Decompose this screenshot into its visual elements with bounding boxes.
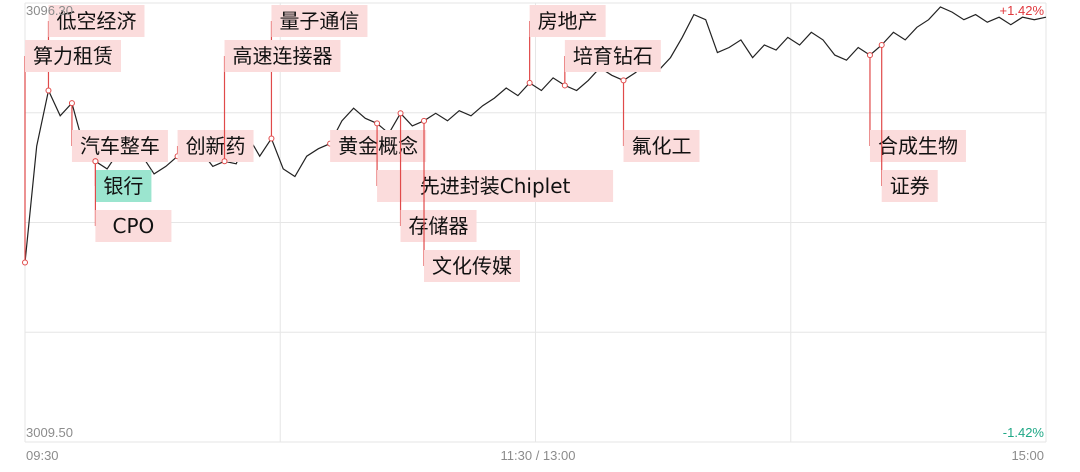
annotation-marker [92, 158, 99, 165]
annotation-tag[interactable] [424, 250, 521, 282]
annotation-label: 汽车整车 [80, 134, 160, 158]
annotation-marker [397, 110, 404, 117]
annotation-tag[interactable] [177, 130, 254, 162]
annotation-tag[interactable] [400, 210, 477, 242]
annotation-label: 算力租赁 [33, 44, 113, 68]
annotation-tag[interactable] [869, 130, 966, 162]
annotation-marker [45, 87, 52, 94]
annotation-tag[interactable] [48, 5, 145, 37]
annotation-label: 合成生物 [878, 134, 958, 158]
annotation-tag[interactable] [529, 5, 606, 37]
annotation-tag[interactable] [224, 40, 341, 72]
annotation-tag[interactable] [271, 5, 368, 37]
annotation-label: 高速连接器 [233, 44, 333, 68]
annotation-label: 氟化工 [632, 134, 692, 158]
annotation-marker [526, 79, 533, 86]
annotation-tag[interactable] [71, 130, 168, 162]
annotation-tag[interactable] [95, 170, 152, 202]
annotation-marker [878, 41, 885, 48]
annotation-label: CPO [113, 214, 155, 238]
annotation-marker [620, 77, 627, 84]
chart-grid [24, 2, 1047, 443]
annotation-label: 银行 [103, 174, 143, 198]
annotation-tag[interactable] [95, 210, 172, 242]
annotation-marker [268, 135, 275, 142]
annotation-marker [374, 120, 381, 127]
annotation-marker [221, 158, 228, 165]
pct-top-label: +1.42% [1000, 3, 1045, 18]
annotation-tag[interactable] [377, 170, 614, 202]
annotation-label: 黄金概念 [338, 134, 418, 158]
x-tick-label: 11:30 / 13:00 [501, 448, 576, 463]
y-bottom-label: 3009.50 [26, 425, 73, 440]
annotation-tag[interactable] [564, 40, 661, 72]
annotation-label: 先进封装Chiplet [420, 174, 571, 198]
annotation-label: 低空经济 [56, 9, 136, 33]
annotation-marker [561, 82, 568, 89]
annotation-marker [68, 100, 75, 107]
annotation-tag[interactable] [25, 40, 121, 72]
pct-bottom-label: -1.42% [1003, 425, 1045, 440]
x-tick-label: 15:00 [1011, 448, 1044, 463]
annotation-label: 证券 [890, 174, 930, 198]
annotation-label: 创新药 [186, 134, 246, 158]
annotation-marker [866, 52, 873, 59]
x-tick-label: 09:30 [26, 448, 59, 463]
annotation-tag[interactable] [623, 130, 700, 162]
y-top-label: 3096.30 [26, 3, 73, 18]
annotation-label: 存储器 [409, 214, 469, 238]
annotation-label: 量子通信 [279, 9, 359, 33]
annotation-label: 培育钻石 [573, 44, 653, 68]
annotation-label: 文化传媒 [432, 254, 512, 278]
annotation-tag[interactable] [330, 130, 427, 162]
annotation-tag[interactable] [881, 170, 938, 202]
annotation-label: 房地产 [538, 9, 598, 33]
annotation-marker [421, 117, 428, 124]
annotation-marker [22, 259, 28, 266]
